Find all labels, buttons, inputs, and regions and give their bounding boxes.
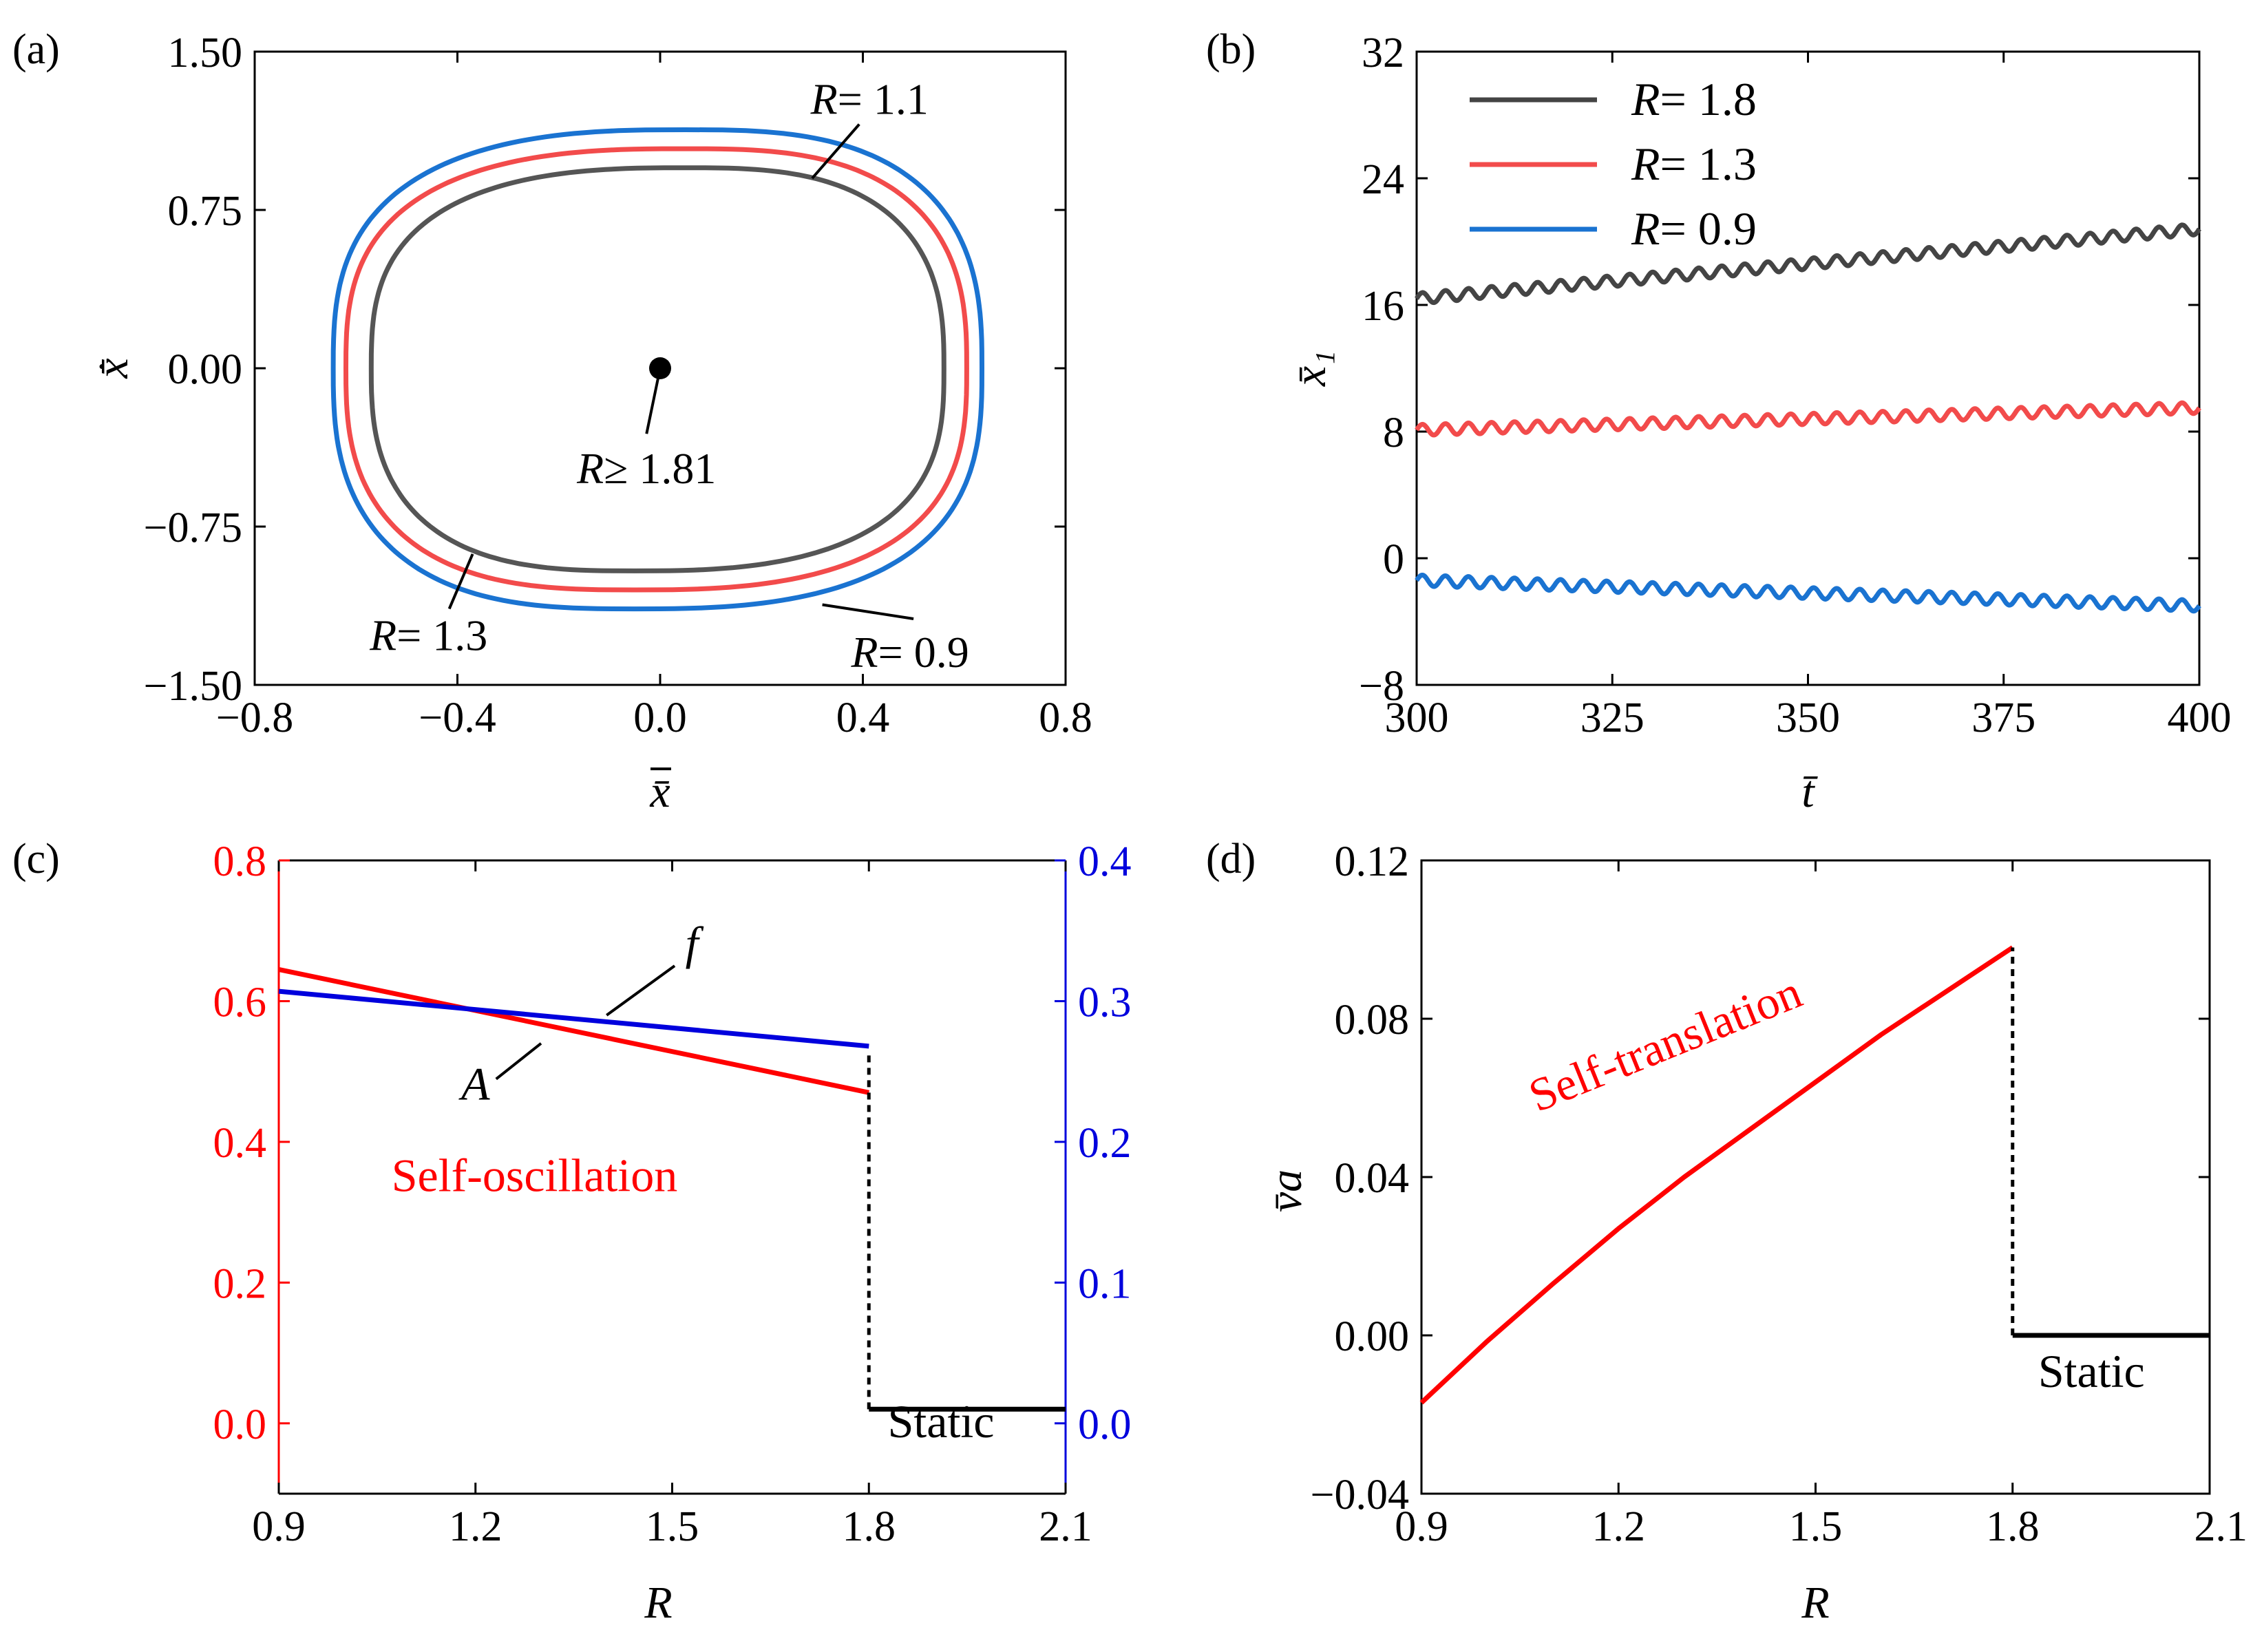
y-tick-label-left: 0.6 — [213, 979, 267, 1026]
x-tick-label: 0.9 — [1395, 1503, 1448, 1550]
y-tick-label-left: 0.0 — [213, 1401, 267, 1448]
x-tick-label: 2.1 — [2194, 1503, 2248, 1550]
y-tick-label: 0 — [1383, 536, 1404, 583]
series-line-0 — [1419, 945, 2014, 1405]
x-tick-label: 0.8 — [1039, 695, 1092, 741]
annotation-label: R= 0.9 — [851, 628, 969, 677]
x-axis-label: R — [644, 1578, 672, 1628]
y-tick-label-left: 0.4 — [213, 1120, 267, 1167]
y-tick-label: 1.50 — [168, 30, 243, 76]
y-tick-label: 0.00 — [1335, 1313, 1410, 1360]
annotation-label: Static — [888, 1395, 995, 1448]
series-line-2 — [1415, 573, 2201, 614]
annotation-label: Self-oscillation — [392, 1149, 677, 1201]
legend-label: R= 1.3 — [1631, 138, 1757, 190]
series-line-0 — [1415, 222, 2201, 306]
x-tick-label: −0.8 — [216, 695, 293, 741]
series-line-1 — [278, 988, 869, 1049]
x-tick-label: −0.4 — [419, 695, 496, 741]
y-tick-label: 8 — [1383, 410, 1404, 456]
y-tick-label: 24 — [1362, 156, 1404, 203]
y-axis-label: v̄a — [1261, 1169, 1311, 1212]
x-axis-label: x̄ — [649, 767, 670, 817]
annotation-label: A — [458, 1058, 490, 1110]
annotation-leader — [645, 368, 662, 434]
x-axis-label: R — [1801, 1578, 1829, 1628]
x-tick-label: 1.8 — [843, 1503, 896, 1550]
x-tick-label: 300 — [1385, 695, 1449, 741]
x-tick-label: 1.5 — [1789, 1503, 1843, 1550]
y-axis-label: x̄₁ — [1285, 350, 1335, 387]
x-tick-label: 1.2 — [1592, 1503, 1646, 1550]
annotation-leader — [495, 1042, 542, 1081]
panel-label: (b) — [1206, 26, 1256, 73]
panel-label: (a) — [12, 26, 60, 73]
y-tick-label: −0.75 — [144, 505, 242, 551]
y-tick-label: 0.04 — [1335, 1155, 1410, 1202]
annotation-label: R≥ 1.81 — [576, 444, 716, 493]
chart-a: −0.8 −0.4 0.0 0.4 0.8 −1.50 −0.75 0.00 0.75 1.50 (… — [12, 26, 1092, 817]
annotation-leader — [606, 964, 676, 1017]
x-tick-label: 1.8 — [1986, 1503, 2040, 1550]
phase-curve-1 — [343, 146, 969, 593]
phase-curve-0 — [330, 127, 984, 612]
chart-c: 0.9 1.2 1.5 1.8 2.1 0.0 0.2 0.4 0.6 0.8 0.0 0.1 0.2 0… — [12, 836, 1132, 1628]
y-tick-label-right: 0.3 — [1078, 979, 1132, 1026]
y-tick-label: 0.75 — [168, 188, 243, 235]
annotation-leader — [811, 123, 860, 180]
x-tick-label: 400 — [2168, 695, 2232, 741]
y-tick-label-right: 0.0 — [1078, 1401, 1132, 1448]
y-tick-label-right: 0.1 — [1078, 1260, 1132, 1307]
y-axis-label: x̄̇ — [87, 358, 138, 379]
y-tick-label-left: 0.2 — [213, 1260, 267, 1307]
y-tick-label: −8 — [1359, 663, 1404, 710]
y-tick-label: 16 — [1362, 283, 1404, 330]
x-tick-label: 0.4 — [836, 695, 890, 741]
x-tick-label: 1.5 — [646, 1503, 699, 1550]
x-tick-label: 0.9 — [252, 1503, 306, 1550]
annotation-label: R= 1.3 — [369, 611, 487, 659]
x-tick-label: 1.2 — [449, 1503, 503, 1550]
series-line-0 — [278, 966, 870, 1095]
series-line-1 — [1415, 400, 2201, 438]
legend-label: R= 0.9 — [1631, 202, 1757, 255]
y-tick-label: 0.00 — [168, 346, 243, 393]
annotation-label: Static — [2038, 1345, 2145, 1397]
y-tick-label: −1.50 — [144, 663, 242, 710]
panel-label: (d) — [1206, 836, 1256, 882]
y-tick-label-right: 0.2 — [1078, 1120, 1132, 1167]
y-tick-label: 0.12 — [1335, 838, 1410, 885]
panel-label: (c) — [12, 836, 60, 882]
x-tick-label: 2.1 — [1039, 1503, 1092, 1550]
x-tick-label: 325 — [1580, 695, 1644, 741]
y-tick-label: 0.08 — [1335, 997, 1410, 1044]
x-tick-label: 375 — [1971, 695, 2035, 741]
y-tick-label-right: 0.4 — [1078, 838, 1132, 885]
y-tick-label-left: 0.8 — [213, 838, 267, 885]
annotation-leader — [447, 553, 474, 610]
annotation-leader — [822, 603, 914, 620]
x-tick-label: 0.0 — [633, 695, 687, 741]
x-tick-label: 350 — [1776, 695, 1840, 741]
y-tick-label: 32 — [1362, 30, 1404, 76]
legend-label: R= 1.8 — [1631, 73, 1757, 125]
y-tick-label: −0.04 — [1311, 1472, 1409, 1518]
phase-curve-2 — [368, 165, 946, 573]
annotation-label: R= 1.1 — [810, 75, 929, 124]
